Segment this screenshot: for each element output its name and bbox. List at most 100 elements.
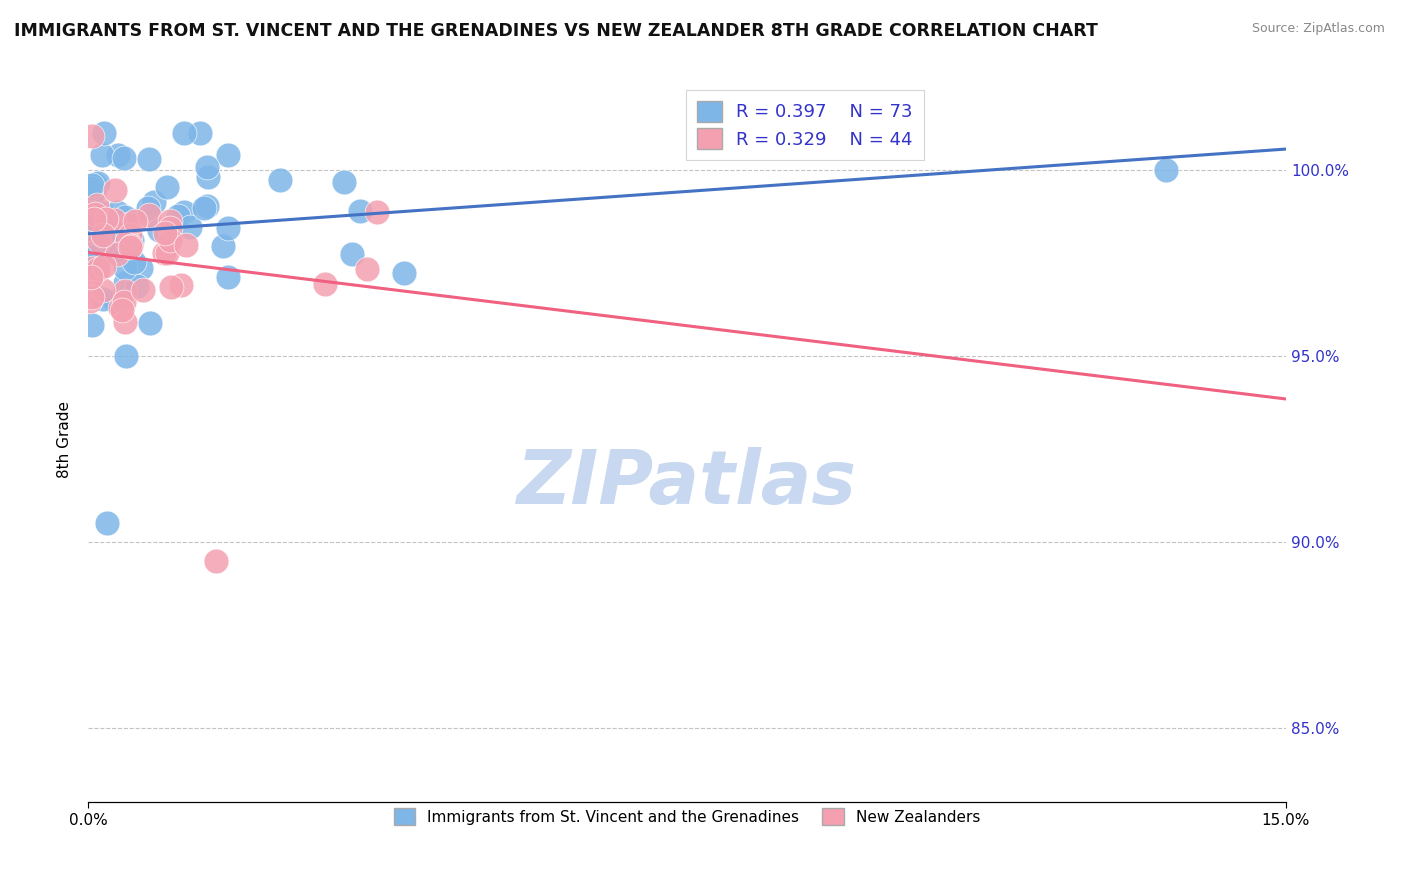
Point — [91, 227, 114, 242]
Point — [159, 233, 181, 247]
Point — [91, 293, 114, 307]
Point — [80, 318, 103, 332]
Point — [170, 277, 193, 292]
Point — [167, 209, 190, 223]
Point — [87, 261, 110, 276]
Point — [86, 176, 108, 190]
Point — [115, 235, 138, 249]
Point — [121, 233, 143, 247]
Point — [1154, 163, 1177, 178]
Point — [91, 283, 114, 297]
Point — [356, 261, 378, 276]
Point — [143, 194, 166, 209]
Point — [96, 238, 118, 252]
Point — [115, 349, 138, 363]
Point — [136, 201, 159, 215]
Point — [80, 129, 103, 144]
Point — [83, 185, 105, 199]
Point — [84, 249, 107, 263]
Point — [179, 220, 201, 235]
Point — [205, 554, 228, 568]
Point — [195, 199, 218, 213]
Point — [111, 302, 134, 317]
Point — [118, 239, 141, 253]
Point — [82, 290, 104, 304]
Point — [124, 214, 146, 228]
Point — [91, 219, 114, 234]
Point — [93, 126, 115, 140]
Point — [79, 293, 101, 308]
Point — [114, 276, 136, 290]
Point — [153, 226, 176, 240]
Text: Source: ZipAtlas.com: Source: ZipAtlas.com — [1251, 22, 1385, 36]
Point — [211, 239, 233, 253]
Point — [217, 221, 239, 235]
Point — [217, 148, 239, 162]
Point — [86, 263, 108, 277]
Point — [87, 235, 110, 249]
Point — [157, 227, 180, 242]
Point — [193, 201, 215, 215]
Point — [100, 225, 122, 239]
Text: ZIPatlas: ZIPatlas — [517, 447, 858, 520]
Point — [342, 247, 364, 261]
Point — [79, 250, 101, 264]
Point — [366, 205, 388, 219]
Point — [79, 186, 101, 200]
Point — [79, 211, 101, 225]
Point — [108, 239, 131, 253]
Point — [152, 246, 174, 260]
Text: IMMIGRANTS FROM ST. VINCENT AND THE GRENADINES VS NEW ZEALANDER 8TH GRADE CORREL: IMMIGRANTS FROM ST. VINCENT AND THE GREN… — [14, 22, 1098, 40]
Point — [96, 516, 118, 531]
Point — [103, 213, 125, 227]
Point — [105, 247, 128, 261]
Point — [82, 261, 104, 276]
Point — [93, 259, 115, 273]
Point — [333, 175, 356, 189]
Point — [86, 235, 108, 249]
Point — [94, 212, 117, 227]
Point — [79, 248, 101, 262]
Point — [91, 206, 114, 220]
Point — [269, 173, 291, 187]
Point — [86, 226, 108, 240]
Point — [159, 214, 181, 228]
Point — [159, 221, 181, 235]
Point — [84, 207, 107, 221]
Point — [118, 217, 141, 231]
Point — [173, 204, 195, 219]
Point — [112, 294, 135, 309]
Point — [101, 219, 124, 233]
Point — [114, 237, 136, 252]
Point — [114, 210, 136, 224]
Point — [148, 222, 170, 236]
Point — [84, 207, 107, 221]
Point — [174, 238, 197, 252]
Point — [156, 180, 179, 194]
Point — [129, 261, 152, 276]
Point — [86, 198, 108, 212]
Point — [105, 205, 128, 219]
Point — [314, 277, 336, 292]
Point — [84, 209, 107, 223]
Point — [104, 183, 127, 197]
Point — [89, 224, 111, 238]
Point — [82, 244, 104, 258]
Point — [120, 227, 142, 242]
Legend: Immigrants from St. Vincent and the Grenadines, New Zealanders: Immigrants from St. Vincent and the Gren… — [385, 798, 990, 835]
Point — [84, 178, 107, 192]
Point — [91, 219, 114, 234]
Point — [100, 239, 122, 253]
Point — [349, 204, 371, 219]
Y-axis label: 8th Grade: 8th Grade — [58, 401, 72, 478]
Point — [392, 267, 415, 281]
Point — [110, 301, 132, 315]
Point — [138, 153, 160, 167]
Point — [131, 283, 153, 297]
Point — [217, 269, 239, 284]
Point — [197, 170, 219, 185]
Point — [84, 255, 107, 269]
Point — [122, 255, 145, 269]
Point — [112, 151, 135, 165]
Point — [79, 222, 101, 236]
